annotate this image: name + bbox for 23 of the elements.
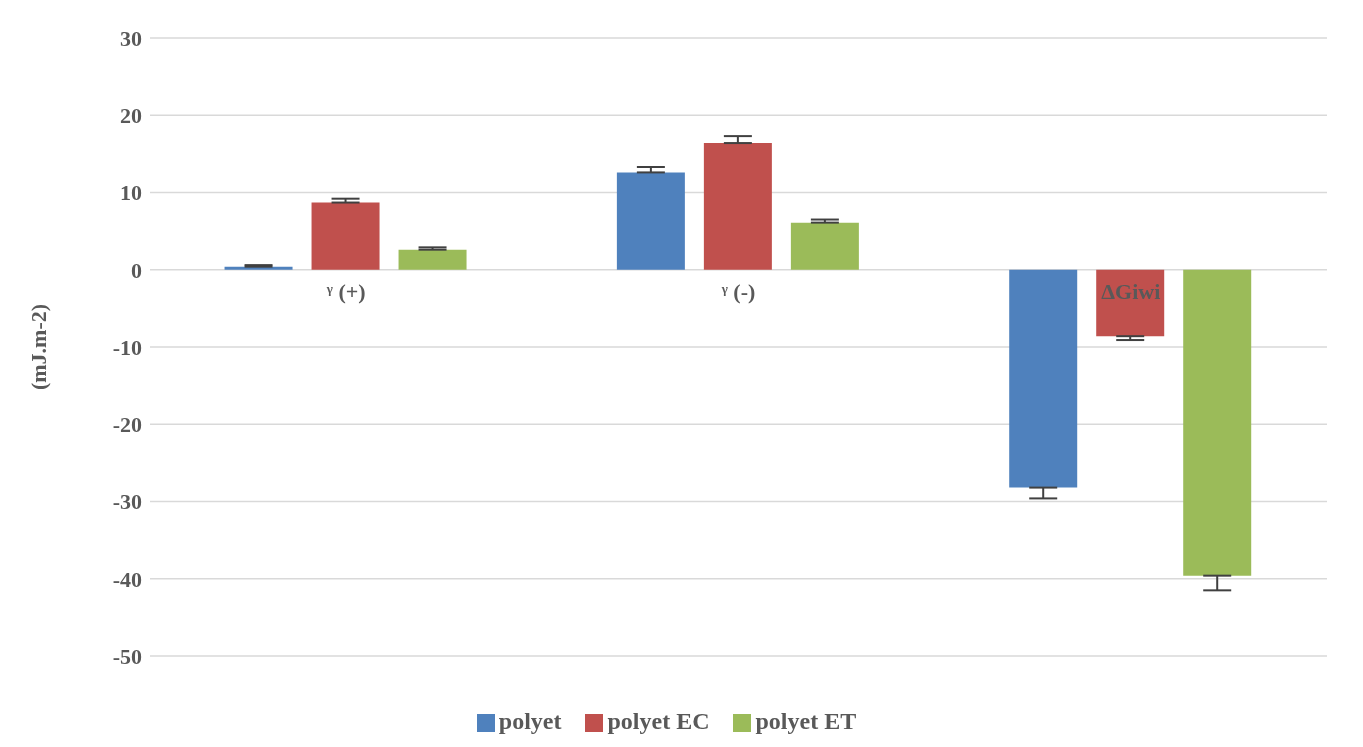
x-tick-label: ΔGiwi — [1101, 279, 1161, 305]
x-tick-label: ᵞ (-) — [720, 279, 756, 305]
y-tick-label: -10 — [112, 334, 142, 360]
bar — [1009, 269, 1078, 488]
bar — [703, 143, 772, 270]
y-tick-label: -50 — [112, 643, 142, 669]
y-tick-label: 30 — [120, 25, 142, 51]
bar — [311, 202, 380, 270]
legend-label: polyet EC — [607, 708, 710, 734]
y-tick-label: -40 — [112, 566, 142, 592]
y-tick-label: 0 — [131, 257, 142, 283]
y-axis-title: (mJ.m-2) — [25, 303, 51, 391]
bar — [616, 172, 685, 270]
bar — [1183, 269, 1252, 576]
y-tick-label: 20 — [120, 103, 142, 129]
bar — [398, 249, 467, 270]
x-tick-label: ᵞ (+) — [325, 279, 366, 305]
legend-label: polyet — [498, 708, 562, 734]
legend-label: polyet ET — [755, 708, 857, 734]
bar — [790, 222, 859, 270]
y-tick-label: -20 — [112, 412, 142, 438]
y-tick-label: 10 — [120, 180, 142, 206]
y-tick-label: -30 — [112, 489, 142, 515]
